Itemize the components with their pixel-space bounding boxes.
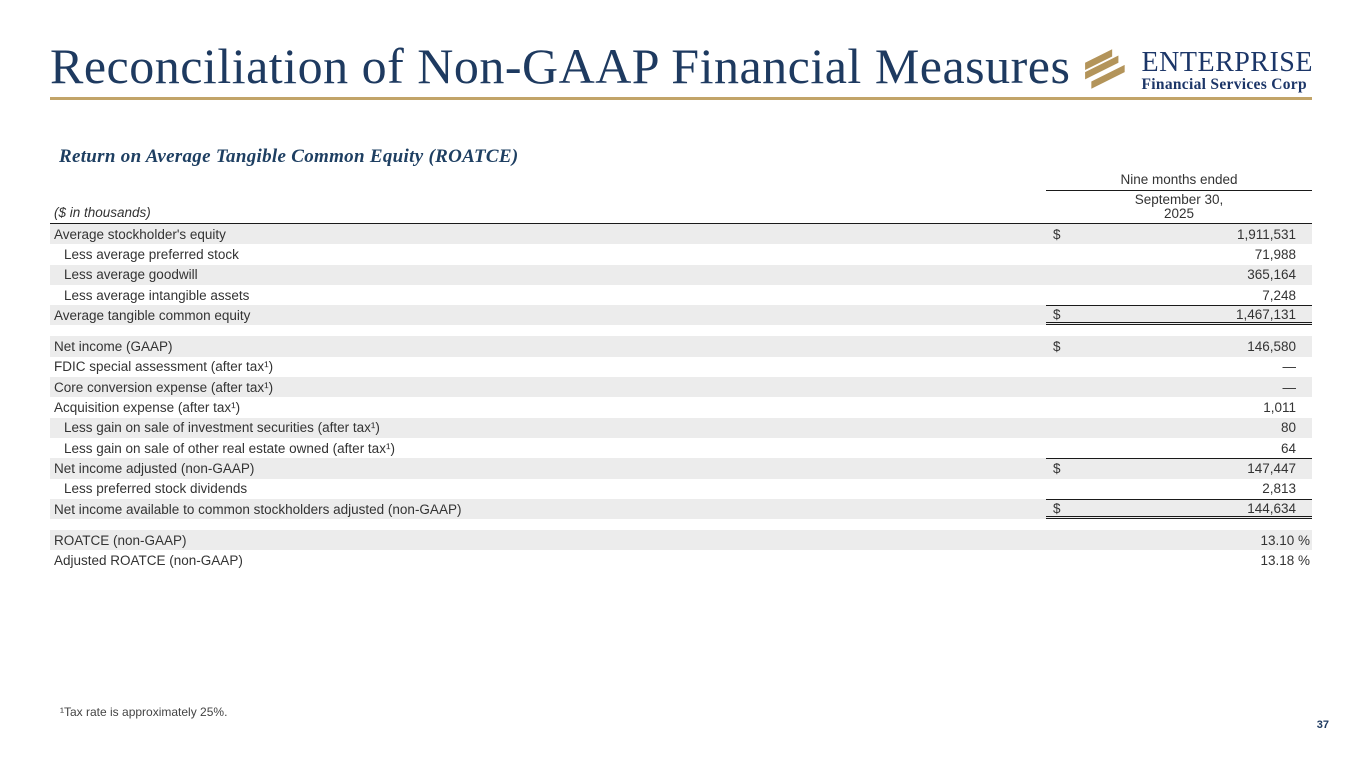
dollar-sign: $ xyxy=(1053,500,1061,516)
row-value: — xyxy=(1282,359,1297,375)
row-spacer xyxy=(50,519,1312,530)
table-row: Less average preferred stock 71,988 xyxy=(50,244,1312,264)
row-value: 1,467,131 xyxy=(1235,306,1296,322)
row-value: 13.18 % xyxy=(1260,553,1310,569)
row-label: Less average goodwill xyxy=(64,267,198,283)
logo-company-name: ENTERPRISE xyxy=(1141,46,1313,78)
logo-company-subtitle: Financial Services Corp xyxy=(1141,75,1307,93)
row-value-cell: $ 147,447 xyxy=(1046,458,1312,478)
row-value-cell: — xyxy=(1046,357,1312,377)
row-value-cell: 365,164 xyxy=(1046,265,1312,285)
company-logo: ENTERPRISE Financial Services Corp xyxy=(1083,48,1313,95)
table-row: Adjusted ROATCE (non-GAAP) 13.18 % xyxy=(50,550,1312,570)
row-label: Less gain on sale of investment securiti… xyxy=(64,420,380,436)
row-value-cell: $ 144,634 xyxy=(1046,498,1312,520)
row-label: FDIC special assessment (after tax¹) xyxy=(54,359,274,375)
table-row: Less average intangible assets 7,248 xyxy=(50,285,1312,305)
row-value-cell: $ 146,580 xyxy=(1046,336,1312,356)
period-date-line1: September 30, xyxy=(1134,192,1224,207)
row-value-cell: $ 1,911,531 xyxy=(1046,224,1312,244)
table-row: Net income (GAAP) $ 146,580 xyxy=(50,336,1312,357)
row-value-cell: — xyxy=(1046,377,1312,397)
row-label: Net income available to common stockhold… xyxy=(54,501,462,517)
row-value: 7,248 xyxy=(1262,287,1296,303)
table-header: ($ in thousands) Nine months ended Septe… xyxy=(50,172,1312,224)
row-label: ROATCE (non-GAAP) xyxy=(54,532,187,548)
page-title: Reconciliation of Non-GAAP Financial Mea… xyxy=(50,38,1071,94)
row-label: Average stockholder's equity xyxy=(54,226,226,242)
dollar-sign: $ xyxy=(1053,226,1061,242)
row-value: 1,011 xyxy=(1263,400,1296,416)
row-value: 144,634 xyxy=(1247,500,1296,516)
row-value: 365,164 xyxy=(1247,267,1296,283)
table-row: Net income available to common stockhold… xyxy=(50,498,1312,520)
table-row: FDIC special assessment (after tax¹) — xyxy=(50,357,1312,377)
row-label: Acquisition expense (after tax¹) xyxy=(54,400,241,416)
section-heading: Return on Average Tangible Common Equity… xyxy=(59,146,519,167)
period-header: Nine months ended xyxy=(1046,172,1312,191)
row-value: 1,911,531 xyxy=(1236,226,1296,242)
row-value-cell: 71,988 xyxy=(1046,244,1312,264)
row-spacer xyxy=(50,325,1312,336)
table-row: Core conversion expense (after tax¹) — xyxy=(50,377,1312,398)
row-value: 2,813 xyxy=(1262,481,1296,497)
row-value-cell: 7,248 xyxy=(1046,285,1312,305)
table-row: Average tangible common equity $ 1,467,1… xyxy=(50,305,1312,326)
row-value-cell: $ 1,467,131 xyxy=(1046,305,1312,326)
table-row: Average stockholder's equity $ 1,911,531 xyxy=(50,224,1312,245)
roatce-table: ($ in thousands) Nine months ended Septe… xyxy=(50,172,1312,571)
row-value: 13.10 % xyxy=(1260,532,1310,548)
row-value-cell: 1,011 xyxy=(1046,397,1312,417)
dollar-sign: $ xyxy=(1053,306,1061,322)
row-label: Adjusted ROATCE (non-GAAP) xyxy=(54,553,243,569)
page-number: 37 xyxy=(1316,719,1329,731)
logo-text: ENTERPRISE Financial Services Corp xyxy=(1141,46,1313,94)
row-value-cell: 2,813 xyxy=(1046,479,1312,499)
row-label: Less gain on sale of other real estate o… xyxy=(64,440,395,456)
table-row: Acquisition expense (after tax¹) 1,011 xyxy=(50,397,1312,417)
row-label: Less average intangible assets xyxy=(64,287,250,303)
row-value-cell: 64 xyxy=(1046,438,1312,458)
row-value: 146,580 xyxy=(1247,339,1296,355)
table-row: Net income adjusted (non-GAAP) $ 147,447 xyxy=(50,458,1312,479)
row-value: 64 xyxy=(1280,440,1296,456)
row-value-cell: 13.18 % xyxy=(1046,550,1312,570)
row-value: 71,988 xyxy=(1254,246,1296,262)
dollar-sign: $ xyxy=(1053,339,1061,355)
roatce-table-body: Average stockholder's equity $ 1,911,531… xyxy=(50,224,1312,571)
period-date-line2: 2025 xyxy=(1163,205,1195,221)
title-divider xyxy=(50,97,1312,100)
row-value-cell: 13.10 % xyxy=(1046,530,1312,550)
row-value: 80 xyxy=(1280,420,1296,436)
dollar-sign: $ xyxy=(1053,461,1061,477)
row-value: 147,447 xyxy=(1247,461,1296,477)
period-date: September 30, 2025 xyxy=(1046,191,1312,223)
row-label: Core conversion expense (after tax¹) xyxy=(54,379,274,395)
table-row: Less preferred stock dividends 2,813 xyxy=(50,479,1312,499)
row-label: Less preferred stock dividends xyxy=(64,481,248,497)
table-row: ROATCE (non-GAAP) 13.10 % xyxy=(50,530,1312,551)
table-row: Less average goodwill 365,164 xyxy=(50,264,1312,285)
row-value-cell: 80 xyxy=(1046,418,1312,438)
row-label: Net income adjusted (non-GAAP) xyxy=(54,460,255,476)
table-row: Less gain on sale of other real estate o… xyxy=(50,438,1312,458)
row-value: — xyxy=(1282,379,1297,395)
enterprise-stripes-icon xyxy=(1083,48,1133,95)
row-label: Average tangible common equity xyxy=(54,307,251,323)
footnote: ¹Tax rate is approximately 25%. xyxy=(60,705,228,719)
period-column-header: Nine months ended September 30, 2025 xyxy=(1046,172,1312,223)
table-row: Less gain on sale of investment securiti… xyxy=(50,417,1312,438)
row-label: Net income (GAAP) xyxy=(54,339,173,355)
units-label: ($ in thousands) xyxy=(54,205,151,220)
row-label: Less average preferred stock xyxy=(64,246,239,262)
